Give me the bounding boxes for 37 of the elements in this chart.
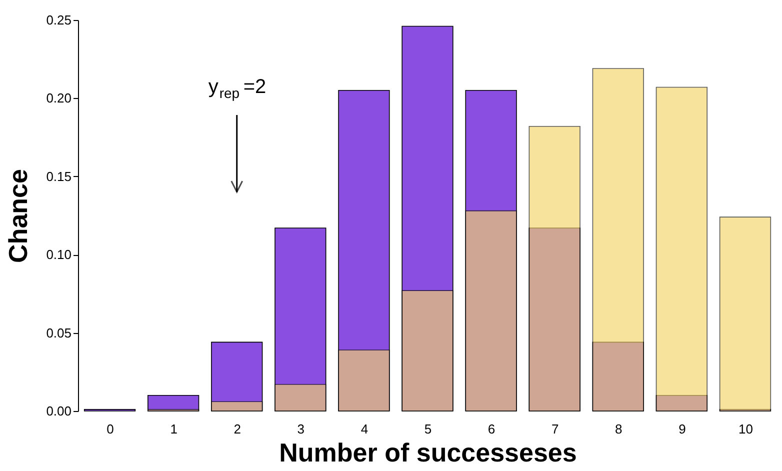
bar bbox=[528, 228, 580, 412]
x-tick-label: 4 bbox=[360, 422, 368, 436]
y-tick-label: 0.05 bbox=[46, 325, 72, 340]
bar bbox=[719, 216, 772, 412]
y-tick-label: 0.15 bbox=[46, 168, 72, 184]
bar bbox=[402, 26, 454, 412]
bar bbox=[338, 90, 390, 412]
x-tick-label: 6 bbox=[488, 422, 496, 436]
x-tick-label: 9 bbox=[678, 422, 686, 436]
bar bbox=[148, 394, 200, 412]
x-tick-label: 5 bbox=[424, 422, 432, 436]
bar bbox=[592, 68, 644, 412]
x-tick-label: 0 bbox=[106, 422, 114, 436]
bar bbox=[592, 342, 644, 412]
x-tick-label: 3 bbox=[297, 422, 305, 436]
y-tick-label: 0.00 bbox=[46, 404, 72, 418]
y-tick-label: 0.25 bbox=[46, 12, 72, 28]
bar bbox=[274, 228, 326, 412]
bar bbox=[465, 90, 517, 412]
x-tick-label: 1 bbox=[170, 422, 178, 436]
y-tick-label: 0.10 bbox=[46, 247, 72, 262]
bar bbox=[211, 401, 263, 412]
bar bbox=[211, 342, 263, 412]
x-tick-label: 8 bbox=[615, 422, 622, 436]
y-axis-title: Chance bbox=[3, 169, 34, 263]
x-tick-label: 10 bbox=[738, 422, 753, 436]
bar bbox=[528, 126, 580, 412]
bar bbox=[402, 290, 454, 412]
bar bbox=[274, 384, 326, 412]
x-tick-label: 2 bbox=[234, 422, 241, 436]
bar bbox=[656, 394, 708, 412]
bar bbox=[465, 210, 517, 412]
x-tick-label: 7 bbox=[551, 422, 559, 436]
x-axis-title: Number of successeses bbox=[279, 438, 577, 468]
y-tick-label: 0.20 bbox=[46, 90, 72, 106]
bar bbox=[338, 350, 390, 412]
bar bbox=[656, 86, 708, 412]
